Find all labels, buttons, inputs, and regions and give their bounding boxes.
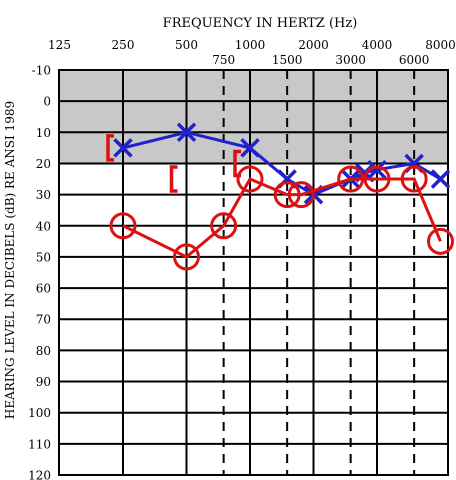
x-tick-label: 250 <box>112 38 135 52</box>
o-marker <box>400 165 428 193</box>
x-marker <box>367 159 387 180</box>
y-tick-label: 70 <box>36 313 51 327</box>
x-tick-label: 125 <box>48 38 71 52</box>
y-tick-label: 30 <box>36 188 51 202</box>
y-tick-label: -10 <box>32 64 51 78</box>
x-tick-label-interoctave: 6000 <box>399 53 430 67</box>
y-tick-label: 20 <box>36 157 51 171</box>
y-tick-label: 40 <box>36 219 51 233</box>
o-marker <box>173 243 200 271</box>
bone-bracket-marker <box>106 134 114 162</box>
x-marker <box>176 122 197 143</box>
bone-bracket-marker <box>233 149 241 178</box>
y-tick-label: 110 <box>28 437 51 451</box>
x-tick-label: 4000 <box>362 38 393 52</box>
grid-layer <box>59 69 448 476</box>
x-marker <box>113 138 133 158</box>
y-tick-label: 10 <box>36 126 51 140</box>
series-layer <box>106 122 454 271</box>
series-line <box>122 130 442 197</box>
o-marker <box>109 212 137 240</box>
x-tick-label-interoctave: 3000 <box>335 53 366 67</box>
axis-labels-layer: FREQUENCY IN HERTZ (Hz) HEARING LEVEL IN… <box>3 16 357 419</box>
x-tick-label-interoctave: 1500 <box>272 53 303 67</box>
series-line <box>122 177 442 259</box>
x-tick-label-interoctave: 750 <box>212 53 235 67</box>
o-marker <box>427 227 454 255</box>
y-tick-label: 100 <box>28 406 51 420</box>
x-tick-label: 8000 <box>425 38 456 52</box>
y-tick-label: 0 <box>43 95 51 109</box>
o-marker <box>210 212 238 240</box>
y-tick-label: 80 <box>36 344 51 358</box>
x-marker <box>240 138 260 158</box>
o-marker <box>273 181 301 209</box>
y-tick-label: 120 <box>28 469 51 480</box>
o-marker <box>337 165 365 193</box>
o-marker <box>363 165 391 193</box>
y-tick-label: 60 <box>36 282 51 296</box>
x-tick-label: 2000 <box>298 38 329 52</box>
tick-labels-layer: -10 0 10 20 30 40 50 60 70 80 90 100 110 120 125 250 500… <box>28 38 456 480</box>
y-axis-label: HEARING LEVEL IN DECIBELS (dB) RE ANSI 1… <box>3 101 17 419</box>
x-tick-label: 1000 <box>235 38 266 52</box>
x-marker <box>430 169 451 189</box>
chart-title: FREQUENCY IN HERTZ (Hz) <box>163 16 358 31</box>
o-marker <box>236 165 264 193</box>
o-marker <box>287 181 315 209</box>
plot-frame <box>58 69 449 476</box>
plot-frame-layer <box>58 69 449 476</box>
x-tick-label: 500 <box>175 38 198 52</box>
bone-bracket-marker <box>169 165 178 193</box>
y-tick-label: 50 <box>36 250 51 264</box>
y-tick-label: 90 <box>36 375 51 389</box>
